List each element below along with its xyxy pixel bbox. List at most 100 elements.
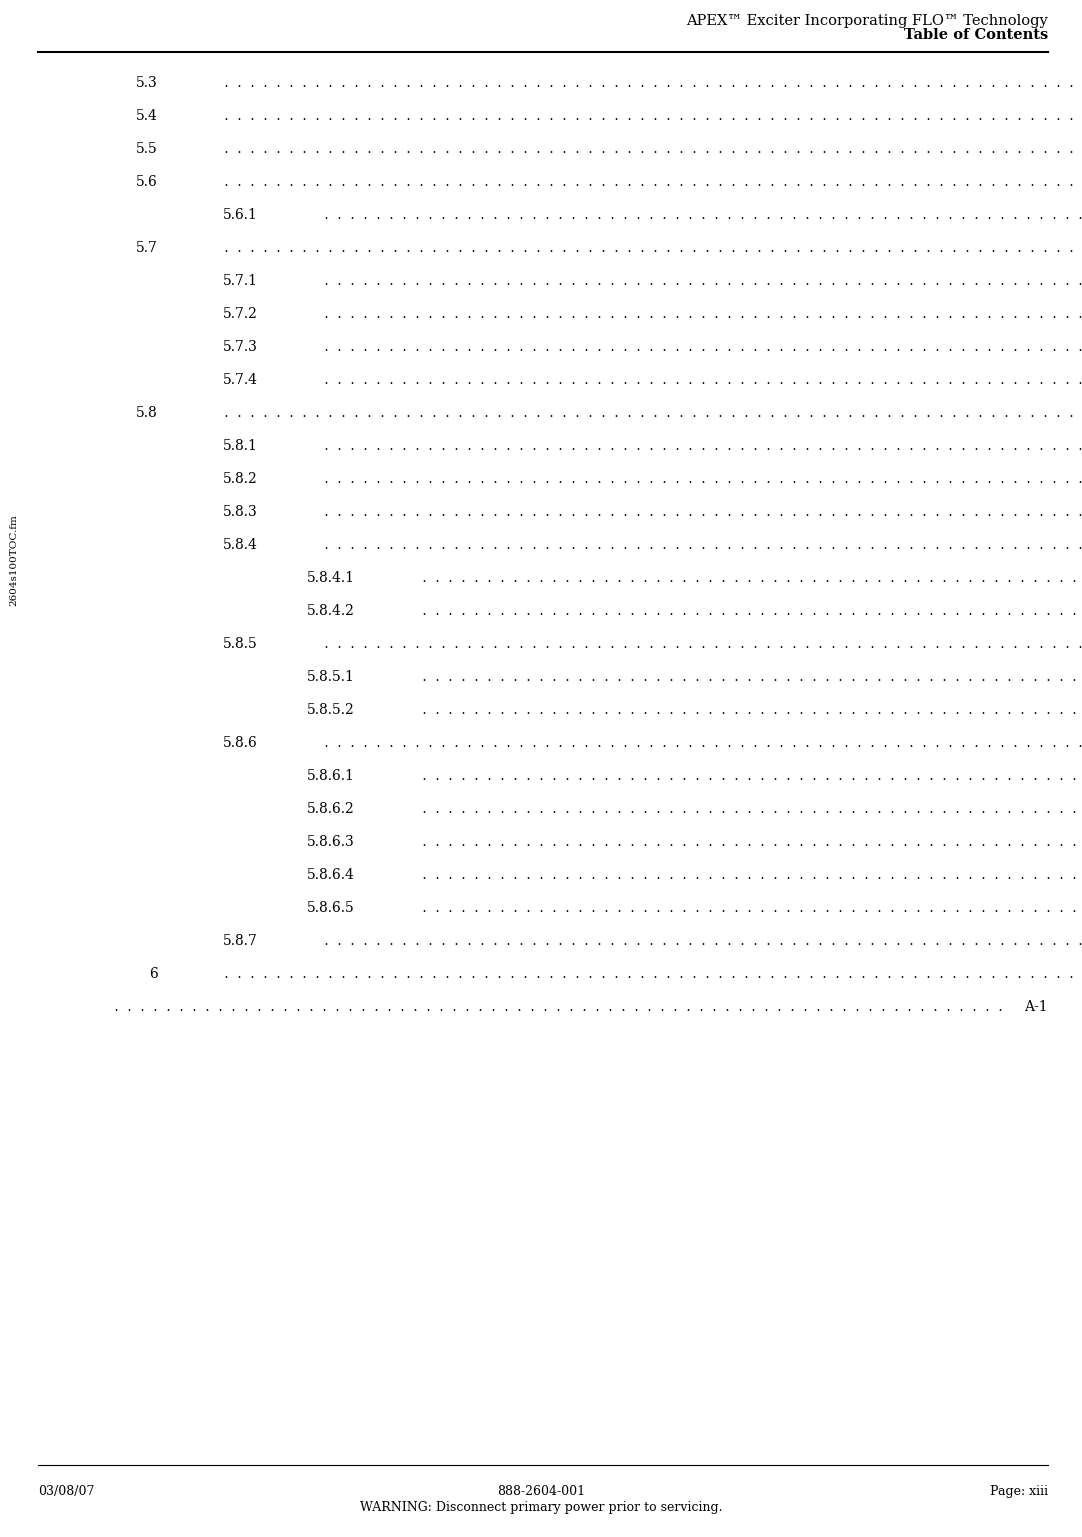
Text: 5-21: 5-21	[1017, 636, 1048, 652]
Text: 5-18: 5-18	[1017, 340, 1048, 354]
Text: .  .  .  .  .  .  .  .  .  .  .  .  .  .  .  .  .  .  .  .  .  .  .  .  .  .  . : . . . . . . . . . . . . . . . . . . . . …	[320, 307, 1082, 321]
Text: 5.8.1: 5.8.1	[223, 440, 258, 453]
Text: Controller Board: Controller Board	[418, 901, 538, 915]
Text: .  .  .  .  .  .  .  .  .  .  .  .  .  .  .  .  .  .  .  .  .  .  .  .  .  .  . : . . . . . . . . . . . . . . . . . . . . …	[418, 901, 1082, 915]
Text: .5-10: .5-10	[1013, 75, 1048, 91]
Text: Troubleshooting Down to the Board Level: Troubleshooting Down to the Board Level	[320, 538, 616, 552]
Text: 2604s100TOC.fm: 2604s100TOC.fm	[10, 513, 18, 606]
Text: 5.8.4.2: 5.8.4.2	[307, 604, 355, 618]
Text: 5-24: 5-24	[1017, 868, 1048, 882]
Text: 888-2604-001: 888-2604-001	[497, 1485, 585, 1499]
Text: .  .  .  .  .  .  .  .  .  .  .  .  .  .  .  .  .  .  .  .  .  .  .  .  .  .  . : . . . . . . . . . . . . . . . . . . . . …	[220, 967, 1082, 981]
Text: .  .  .  .  .  .  .  .  .  .  .  .  .  .  .  .  .  .  .  .  .  .  .  .  .  .  . : . . . . . . . . . . . . . . . . . . . . …	[418, 702, 1082, 716]
Text: 6: 6	[149, 967, 158, 981]
Text: 5.6: 5.6	[136, 175, 158, 189]
Text: .  .  .  .  .  .  .  .  .  .  .  .  .  .  .  .  .  .  .  .  .  .  .  .  .  .  . : . . . . . . . . . . . . . . . . . . . . …	[418, 604, 1082, 618]
Text: .  .  .  .  .  .  .  .  .  .  .  .  .  .  .  .  .  .  .  .  .  .  .  .  .  .  . : . . . . . . . . . . . . . . . . . . . . …	[220, 141, 1082, 155]
Text: Isolating Problem to the Analog or Digital Tray: Isolating Problem to the Analog or Digit…	[320, 636, 652, 652]
Text: .  .  .  .  .  .  .  .  .  .  .  .  .  .  .  .  .  .  .  .  .  .  .  .  .  .  . : . . . . . . . . . . . . . . . . . . . . …	[418, 572, 1082, 586]
Text: 5-25: 5-25	[1017, 934, 1048, 948]
Text: Exciter Troubleshooting: Exciter Troubleshooting	[220, 406, 391, 420]
Text: 5.8.5: 5.8.5	[223, 636, 258, 652]
Text: 5.8.2: 5.8.2	[223, 472, 258, 486]
Text: 5.8.6.4: 5.8.6.4	[307, 868, 355, 882]
Text: 5.8.5.1: 5.8.5.1	[307, 670, 355, 684]
Text: .5-19: .5-19	[1013, 406, 1048, 420]
Text: 5.6.1: 5.6.1	[223, 207, 258, 221]
Text: .  .  .  .  .  .  .  .  .  .  .  .  .  .  .  .  .  .  .  .  .  .  .  .  .  .  . : . . . . . . . . . . . . . . . . . . . . …	[220, 175, 1082, 189]
Text: .  .  .  .  .  .  .  .  .  .  .  .  .  .  .  .  .  .  .  .  .  .  .  .  .  .  . : . . . . . . . . . . . . . . . . . . . . …	[320, 373, 1082, 387]
Text: .5-16: .5-16	[1013, 175, 1048, 189]
Text: .5-17: .5-17	[1013, 241, 1048, 255]
Text: 5-23: 5-23	[1017, 736, 1048, 750]
Text: Parts List: Parts List	[220, 967, 287, 981]
Text: 6-1: 6-1	[1026, 967, 1048, 981]
Text: .5-11: .5-11	[1013, 109, 1048, 123]
Text: .  .  .  .  .  .  .  .  .  .  .  .  .  .  .  .  .  .  .  .  .  .  .  .  .  .  . : . . . . . . . . . . . . . . . . . . . . …	[320, 736, 1082, 750]
Text: 5-16: 5-16	[1017, 207, 1048, 221]
Text: .  .  .  .  .  .  .  .  .  .  .  .  .  .  .  .  .  .  .  .  .  .  .  .  .  .  . : . . . . . . . . . . . . . . . . . . . . …	[220, 241, 1082, 255]
Text: WARNING: Disconnect primary power prior to servicing.: WARNING: Disconnect primary power prior …	[359, 1502, 723, 1514]
Text: 5.7: 5.7	[136, 241, 158, 255]
Text: Adaptive Precorrector Board: Adaptive Precorrector Board	[418, 802, 622, 816]
Text: 5-21: 5-21	[1017, 604, 1048, 618]
Text: 5.3: 5.3	[136, 75, 158, 91]
Text: 5-17: 5-17	[1017, 274, 1048, 287]
Text: Isolating a Faulty Board in the Digital Tray: Isolating a Faulty Board in the Digital …	[320, 736, 623, 750]
Text: .  .  .  .  .  .  .  .  .  .  .  .  .  .  .  .  .  .  .  .  .  .  .  .  .  .  . : . . . . . . . . . . . . . . . . . . . . …	[220, 406, 1082, 420]
Text: .  .  .  .  .  .  .  .  .  .  .  .  .  .  .  .  .  .  .  .  .  .  .  .  .  .  . : . . . . . . . . . . . . . . . . . . . . …	[418, 868, 1082, 882]
Text: 5.8.5.2: 5.8.5.2	[307, 702, 355, 716]
Text: Checking Operation of the Entire Digital Tray: Checking Operation of the Entire Digital…	[418, 670, 742, 684]
Text: 5.8.4: 5.8.4	[223, 538, 258, 552]
Text: Appendix A: Appendix A	[140, 1001, 220, 1014]
Text: 5-21: 5-21	[1017, 572, 1048, 586]
Text: PA, HPF, or ADC Adaptive Processing Faults: PA, HPF, or ADC Adaptive Processing Faul…	[320, 274, 631, 287]
Text: .  .  .  .  .  .  .  .  .  .  .  .  .  .  .  .  .  .  .  .  .  .  .  .  .  .  . : . . . . . . . . . . . . . . . . . . . . …	[220, 75, 1082, 91]
Text: Analog Tray Signal Path: Analog Tray Signal Path	[418, 604, 589, 618]
Text: 5-23: 5-23	[1017, 768, 1048, 782]
Text: APEX™ Exciter Incorporating FLO™ Technology: APEX™ Exciter Incorporating FLO™ Technol…	[686, 14, 1048, 28]
Text: Transmitter Response Not Conforming to Mask Requirements: Transmitter Response Not Conforming to M…	[320, 307, 760, 321]
Text: 5-19: 5-19	[1017, 472, 1048, 486]
Text: Default Settings For DIagnostics Screens.: Default Settings For DIagnostics Screens…	[220, 75, 516, 91]
Text: 5.8.4.1: 5.8.4.1	[307, 572, 355, 586]
Text: Frequency Error: Frequency Error	[320, 440, 438, 453]
Text: .  .  .  .  .  .  .  .  .  .  .  .  .  .  .  .  .  .  .  .  .  .  .  .  .  .  . : . . . . . . . . . . . . . . . . . . . . …	[220, 109, 1082, 123]
Text: 5-17: 5-17	[1017, 307, 1048, 321]
Text: General Troubleshooting: General Troubleshooting	[220, 175, 396, 189]
Text: 5-24: 5-24	[1017, 901, 1048, 915]
Text: 5.7.2: 5.7.2	[223, 307, 258, 321]
Text: Checking Operation of the Entire Exciter.: Checking Operation of the Entire Exciter…	[418, 702, 712, 716]
Text: ADC and DAC Boards: ADC and DAC Boards	[418, 835, 570, 848]
Text: 5-24: 5-24	[1017, 802, 1048, 816]
Text: Typical Settings for the More Critical Exciter Setups: Typical Settings for the More Critical E…	[220, 109, 593, 123]
Text: 5.5: 5.5	[136, 141, 158, 155]
Text: System Troubleshooting: System Troubleshooting	[220, 241, 392, 255]
Text: 5-22: 5-22	[1017, 702, 1048, 716]
Text: 5.8.6.2: 5.8.6.2	[307, 802, 355, 816]
Text: Checking Transmitter Spectrum: Checking Transmitter Spectrum	[320, 340, 549, 354]
Text: 5.7.4: 5.7.4	[223, 373, 258, 387]
Text: .  .  .  .  .  .  .  .  .  .  .  .  .  .  .  .  .  .  .  .  .  .  .  .  .  .  . : . . . . . . . . . . . . . . . . . . . . …	[418, 835, 1082, 848]
Text: Troubleshooting Tips: Troubleshooting Tips	[320, 207, 470, 221]
Text: 5-20: 5-20	[1017, 506, 1048, 520]
Text: Page: xiii: Page: xiii	[990, 1485, 1048, 1499]
Text: 5-19: 5-19	[1017, 440, 1048, 453]
Text: 5.7.3: 5.7.3	[223, 340, 258, 354]
Text: .  .  .  .  .  .  .  .  .  .  .  .  .  .  .  .  .  .  .  .  .  .  .  .  .  .  . : . . . . . . . . . . . . . . . . . . . . …	[320, 274, 1082, 287]
Text: 5.4: 5.4	[136, 109, 158, 123]
Text: .  .  .  .  .  .  .  .  .  .  .  .  .  .  .  .  .  .  .  .  .  .  .  .  .  .  . : . . . . . . . . . . . . . . . . . . . . …	[320, 472, 1082, 486]
Text: Exciter GUI Screen Captures.: Exciter GUI Screen Captures.	[110, 1001, 320, 1014]
Text: Front Panel Board: Front Panel Board	[418, 868, 547, 882]
Text: .  .  .  .  .  .  .  .  .  .  .  .  .  .  .  .  .  .  .  .  .  .  .  .  .  .  . : . . . . . . . . . . . . . . . . . . . . …	[418, 802, 1082, 816]
Text: 5-24: 5-24	[1017, 835, 1048, 848]
Text: Dark Screen: Dark Screen	[320, 472, 409, 486]
Text: .  .  .  .  .  .  .  .  .  .  .  .  .  .  .  .  .  .  .  .  .  .  .  .  .  .  . : . . . . . . . . . . . . . . . . . . . . …	[320, 934, 1082, 948]
Text: 5.8.6.3: 5.8.6.3	[307, 835, 355, 848]
Text: ASI Transport Stream Faults: ASI Transport Stream Faults	[320, 373, 523, 387]
Text: 5.8.6: 5.8.6	[223, 736, 258, 750]
Text: Analog Tray Troubleshooting.: Analog Tray Troubleshooting.	[320, 934, 530, 948]
Text: 5-21: 5-21	[1017, 670, 1048, 684]
Text: .  .  .  .  .  .  .  .  .  .  .  .  .  .  .  .  .  .  .  .  .  .  .  .  .  .  . : . . . . . . . . . . . . . . . . . . . . …	[320, 340, 1082, 354]
Text: A-1: A-1	[1025, 1001, 1048, 1014]
